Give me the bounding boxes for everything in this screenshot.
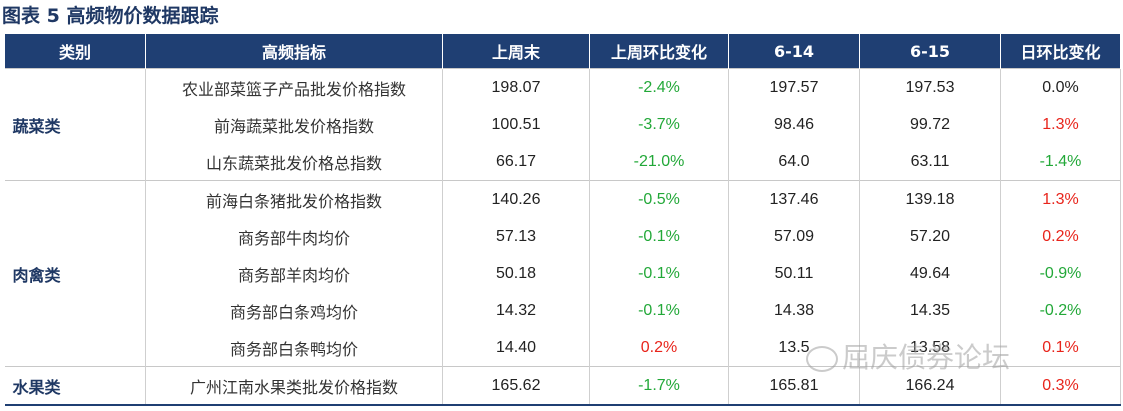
indicator-cell: 商务部白条鸭均价 [145,329,443,367]
dod-change: -0.9% [1000,255,1121,292]
header-indicator: 高频指标 [145,34,443,69]
dod-change: 0.1% [1000,329,1121,367]
indicator-cell: 农业部菜篮子产品批发价格指数 [145,68,443,106]
table-row: 商务部牛肉均价 57.13 -0.1% 57.09 57.20 0.2% [5,218,1121,255]
wow-change: -0.1% [589,292,729,329]
date-6-15-value: 139.18 [859,180,1001,218]
table-body: 蔬菜类 农业部菜篮子产品批发价格指数 198.07 -2.4% 197.57 197.53… [4,68,1121,406]
header-row: 类别 高频指标 上周末 上周环比变化 6-14 6-15 日环比变化 [4,34,1121,69]
wow-change: -0.5% [589,180,729,218]
indicator-cell: 广州江南水果类批发价格指数 [145,366,443,406]
dod-change: 1.3% [1000,106,1121,143]
wechat-icon [806,346,838,372]
last-week-value: 165.62 [442,366,590,406]
dod-change: 0.0% [1000,68,1121,106]
last-week-value: 198.07 [442,68,590,106]
table-row: 水果类 广州江南水果类批发价格指数 165.62 -1.7% 165.81 166.24 0… [4,366,1121,406]
date-6-15-value: 63.11 [859,143,1001,181]
wow-change: -0.1% [589,255,729,292]
date-6-15-value: 166.24 [859,366,1001,406]
category-cell: 肉禽类 [4,180,146,367]
date-6-15-value: 14.35 [859,292,1001,329]
date-6-14-value: 50.11 [728,255,860,292]
header-date-6-14: 6-14 [728,34,860,69]
table-row: 商务部羊肉均价 50.18 -0.1% 50.11 49.64 -0.9% [5,255,1121,292]
last-week-value: 14.40 [442,329,590,367]
date-6-14-value: 197.57 [728,68,860,106]
last-week-value: 140.26 [442,180,590,218]
date-6-15-value: 197.53 [859,68,1001,106]
date-6-15-value: 99.72 [859,106,1001,143]
date-6-14-value: 165.81 [728,366,860,406]
date-6-15-value: 57.20 [859,218,1001,255]
indicator-cell: 商务部羊肉均价 [145,255,443,292]
table-row: 商务部白条鸡均价 14.32 -0.1% 14.38 14.35 -0.2% [5,292,1121,329]
figure-title: 图表 5 高频物价数据跟踪 [2,5,219,27]
watermark: 屈庆债券论坛 [806,336,1010,376]
indicator-cell: 商务部白条鸡均价 [145,292,443,329]
category-cell: 水果类 [4,366,146,406]
date-6-14-value: 64.0 [728,143,860,181]
indicator-cell: 商务部牛肉均价 [145,218,443,255]
dod-change: 1.3% [1000,180,1121,218]
table-row: 肉禽类 前海白条猪批发价格指数 140.26 -0.5% 137.46 139.18 1.3… [4,180,1121,367]
last-week-value: 66.17 [442,143,590,181]
table-row: 蔬菜类 农业部菜篮子产品批发价格指数 198.07 -2.4% 197.57 197.53… [4,68,1121,181]
wow-change: -2.4% [589,68,729,106]
wow-change: 0.2% [589,329,729,367]
category-cell: 蔬菜类 [4,68,146,181]
header-category: 类别 [4,34,146,69]
last-week-value: 14.32 [442,292,590,329]
price-tracking-table: 类别 高频指标 上周末 上周环比变化 6-14 6-15 日环比变化 蔬菜类 农业… [4,34,1121,406]
header-dod-change: 日环比变化 [1000,34,1121,69]
dod-change: 0.3% [1000,366,1121,406]
wow-change: -3.7% [589,106,729,143]
last-week-value: 57.13 [442,218,590,255]
wow-change: -1.7% [589,366,729,406]
wow-change: -21.0% [589,143,729,181]
date-6-14-value: 98.46 [728,106,860,143]
table-row: 前海蔬菜批发价格指数 100.51 -3.7% 98.46 99.72 1.3% [5,106,1121,143]
dod-change: -0.2% [1000,292,1121,329]
indicator-cell: 山东蔬菜批发价格总指数 [145,143,443,181]
table-row: 山东蔬菜批发价格总指数 66.17 -21.0% 64.0 63.11 -1.4% [5,143,1121,181]
indicator-cell: 前海蔬菜批发价格指数 [145,106,443,143]
header-last-week: 上周末 [442,34,590,69]
header-date-6-15: 6-15 [859,34,1001,69]
dod-change: 0.2% [1000,218,1121,255]
header-wow-change: 上周环比变化 [589,34,729,69]
wow-change: -0.1% [589,218,729,255]
date-6-15-value: 49.64 [859,255,1001,292]
watermark-text: 屈庆债券论坛 [842,341,1011,374]
last-week-value: 50.18 [442,255,590,292]
last-week-value: 100.51 [442,106,590,143]
date-6-14-value: 57.09 [728,218,860,255]
indicator-cell: 前海白条猪批发价格指数 [145,180,443,218]
date-6-14-value: 137.46 [728,180,860,218]
table-row: 商务部白条鸭均价 14.40 0.2% 13.5 13.58 0.1% [5,329,1121,367]
date-6-14-value: 14.38 [728,292,860,329]
date-6-15-value: 13.58 [859,329,1001,367]
dod-change: -1.4% [1000,143,1121,181]
